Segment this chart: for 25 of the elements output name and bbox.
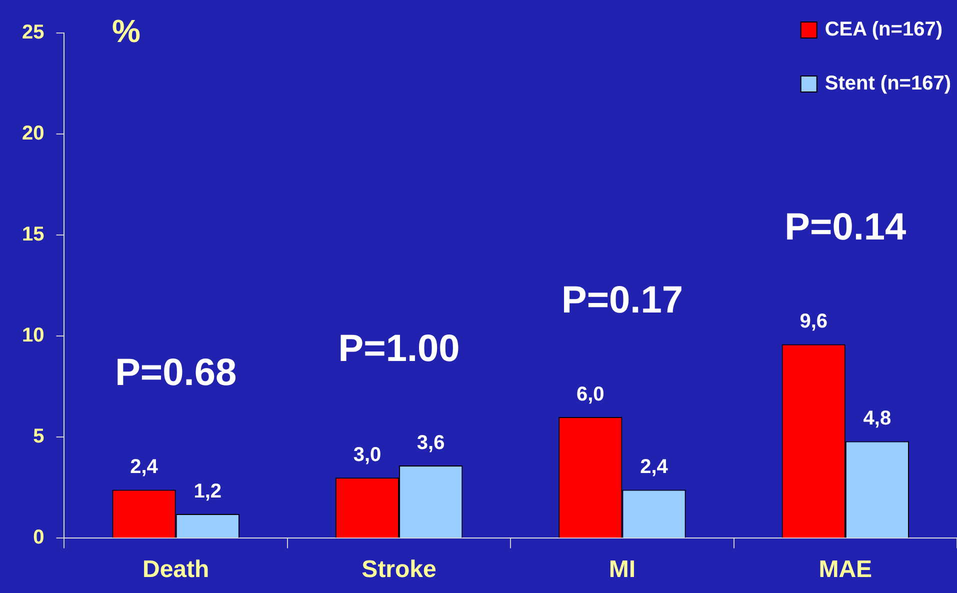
- data-label: 2,4: [640, 456, 669, 478]
- data-label: 3,6: [416, 432, 445, 454]
- y-tick-label: 10: [22, 324, 44, 347]
- annotation: P=1.00: [338, 328, 460, 370]
- y-tick-label: 5: [33, 426, 44, 448]
- x-tick-label: Stroke: [362, 556, 436, 584]
- legend-label: CEA (n=167): [824, 18, 942, 41]
- data-label: 2,4: [130, 456, 159, 478]
- annotation: P=0.14: [784, 206, 906, 249]
- data-label: 3,0: [353, 444, 382, 466]
- y-axis-title: %: [112, 12, 140, 49]
- x-tick-label: MAE: [818, 556, 872, 584]
- x-tick-label: MI: [608, 556, 636, 584]
- legend-label: Stent (n=167): [824, 72, 952, 95]
- data-label: 6,0: [576, 383, 604, 406]
- y-tick-label: 0: [33, 526, 44, 549]
- x-tick-label: Death: [142, 556, 210, 584]
- data-label: 1,2: [194, 480, 222, 502]
- annotation: P=0.68: [115, 352, 237, 394]
- y-tick-label: 15: [22, 224, 44, 246]
- data-label: 9,6: [800, 310, 828, 333]
- annotation: P=0.17: [561, 279, 683, 322]
- y-tick-label: 25: [22, 22, 44, 44]
- y-tick-label: 20: [22, 122, 44, 145]
- data-label: 4,8: [863, 408, 892, 430]
